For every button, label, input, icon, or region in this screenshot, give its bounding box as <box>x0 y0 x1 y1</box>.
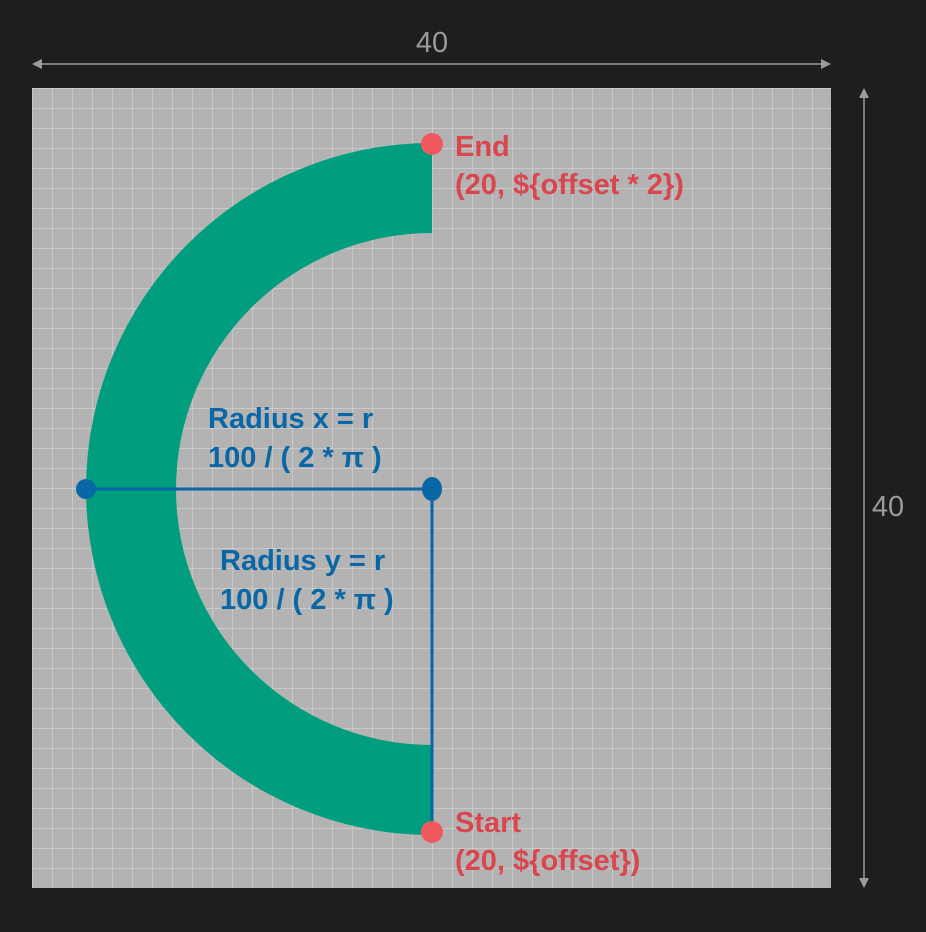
width-label: 40 <box>416 27 448 59</box>
center-point <box>422 477 442 501</box>
end-coords: (20, ${offset * 2}) <box>455 169 684 201</box>
height-dimension: 40 <box>859 88 904 888</box>
start-coords: (20, ${offset}) <box>455 845 640 877</box>
half-ring-arc <box>86 143 432 835</box>
end-label: End <box>455 131 510 163</box>
radius-x-formula: 100 / ( 2 * π ) <box>208 442 382 474</box>
end-point <box>421 133 443 155</box>
radius-y-label: Radius y = r <box>220 545 385 577</box>
radius-left-point <box>76 479 96 499</box>
width-dimension: 40 <box>32 27 831 69</box>
radius-x-label: Radius x = r <box>208 403 373 435</box>
start-point <box>421 821 443 843</box>
radius-y-formula: 100 / ( 2 * π ) <box>220 584 394 616</box>
start-label: Start <box>455 807 521 839</box>
height-label: 40 <box>872 491 904 523</box>
